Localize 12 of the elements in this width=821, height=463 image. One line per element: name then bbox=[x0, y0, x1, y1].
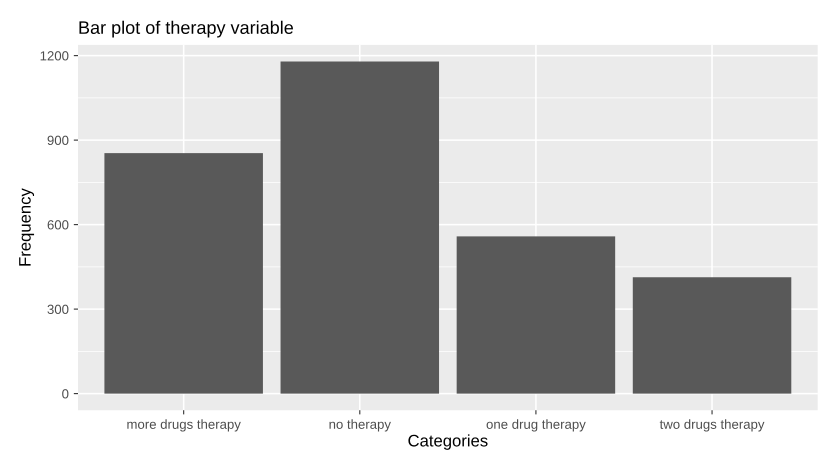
x-tick-label: one drug therapy bbox=[486, 419, 586, 432]
y-tick-label: 600 bbox=[48, 220, 68, 230]
y-tick-label: 300 bbox=[47, 304, 68, 314]
y-tick-label: 900 bbox=[48, 136, 68, 146]
x-tick-label: no therapy bbox=[329, 419, 391, 432]
y-tick-label: 1200 bbox=[40, 51, 68, 61]
x-tick-label: more drugs therapy bbox=[127, 419, 241, 432]
x-axis-title: Categories bbox=[408, 434, 488, 450]
y-axis-title: Frequency bbox=[19, 188, 34, 266]
x-tick-label: two drugs therapy bbox=[660, 419, 764, 432]
y-tick-label: 0 bbox=[62, 389, 68, 399]
chart-title: Bar plot of therapy variable bbox=[79, 20, 293, 38]
